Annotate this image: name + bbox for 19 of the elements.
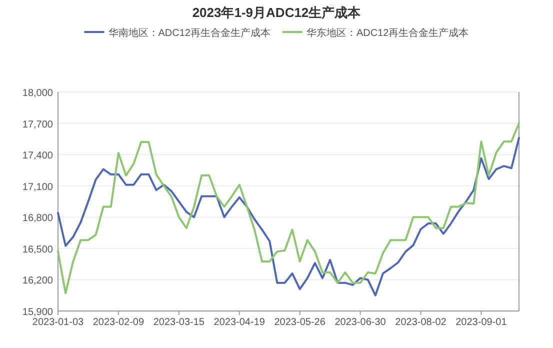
x-tick-label: 2023-09-01 (456, 317, 508, 328)
y-tick-label: 16,200 (22, 276, 54, 287)
y-tick-label: 16,500 (22, 244, 54, 256)
x-tick-label: 2023-03-15 (153, 317, 205, 328)
x-tick-label: 2023-05-26 (274, 317, 326, 328)
y-tick-label: 17,400 (22, 150, 54, 162)
x-tick-label: 2023-01-03 (32, 317, 84, 328)
x-tick-label: 2023-08-02 (395, 317, 447, 328)
y-tick-label: 17,100 (22, 182, 54, 193)
y-tick-label: 18,000 (22, 88, 54, 99)
x-tick-label: 2023-06-30 (334, 317, 386, 328)
x-tick-label: 2023-04-19 (214, 317, 266, 328)
legend-label: 华南地区：ADC12再生合金生产成本 (108, 27, 270, 39)
legend-label: 华东地区：ADC12再生合金生产成本 (306, 27, 469, 39)
x-tick-label: 2023-02-09 (92, 317, 144, 328)
y-tick-label: 16,800 (22, 213, 54, 224)
y-tick-label: 17,700 (22, 119, 54, 130)
chart-title: 2023年1-9月ADC12生产成本 (192, 5, 362, 20)
y-tick-label: 15,900 (22, 307, 54, 318)
